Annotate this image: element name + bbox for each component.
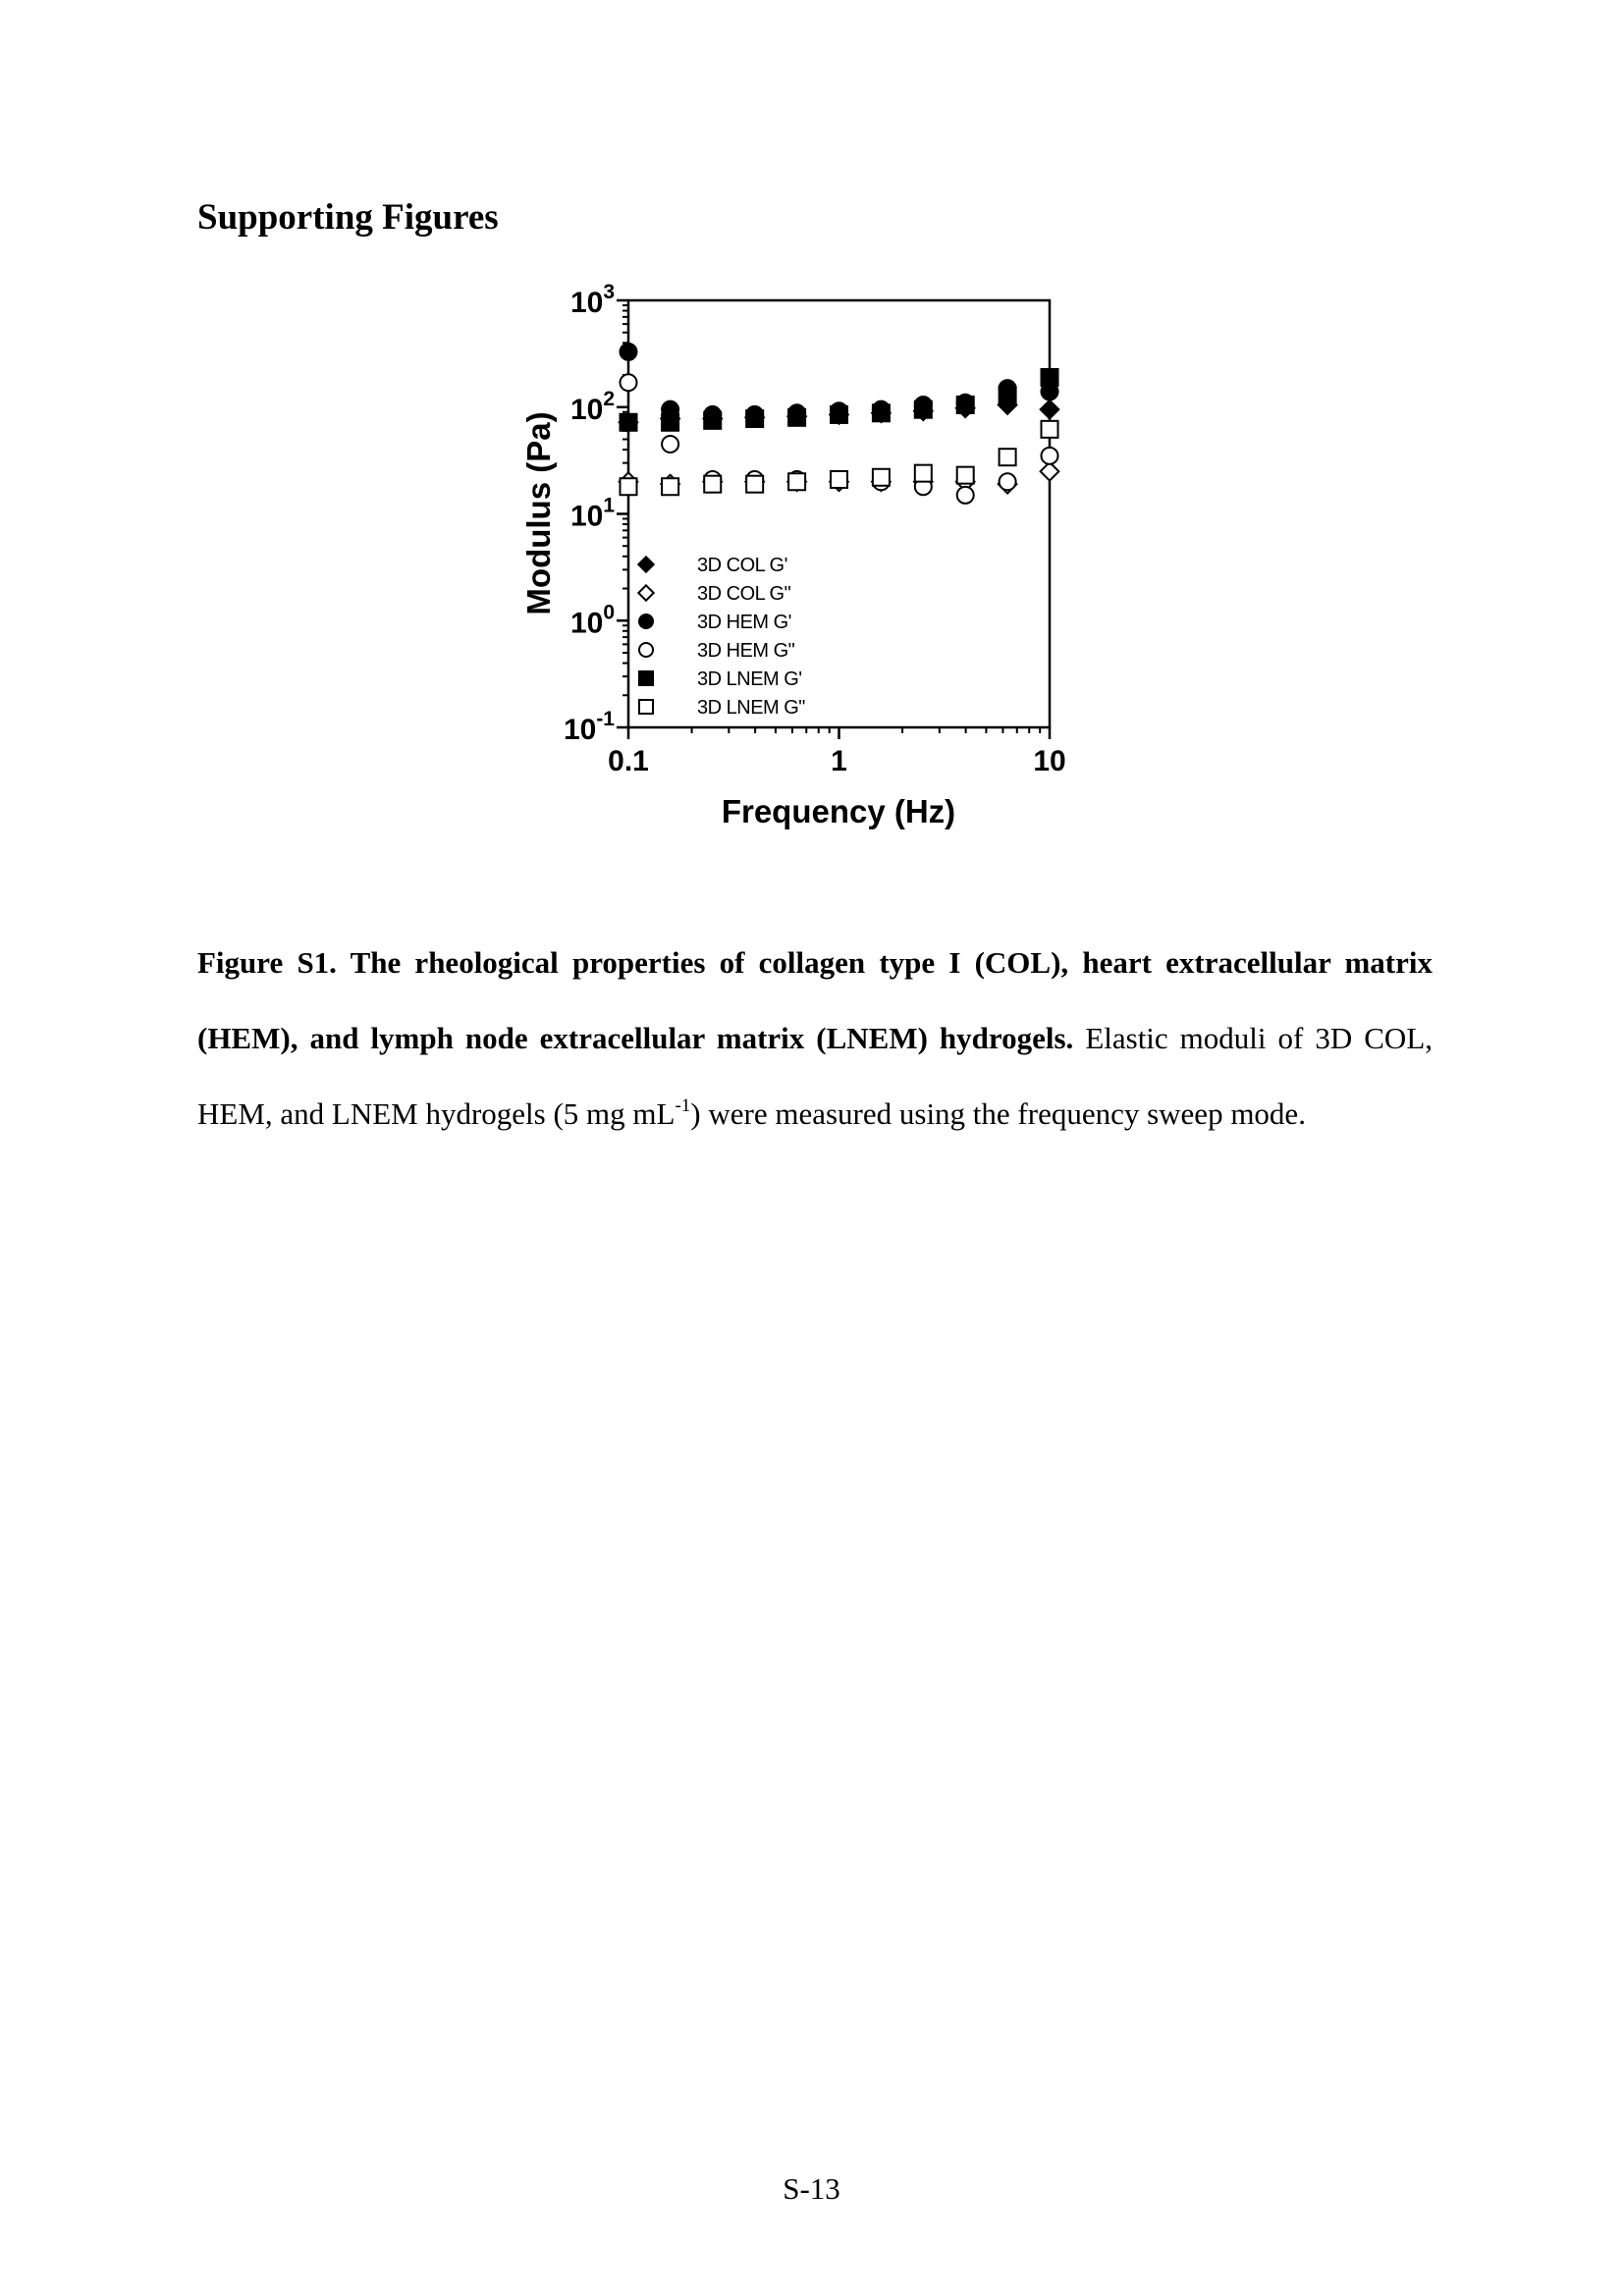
x-axis-label: Frequency (Hz) xyxy=(722,793,955,829)
point-3d-lnem-g-loss xyxy=(619,477,638,497)
data-points xyxy=(618,342,1060,505)
point-3d-lnem-g-loss xyxy=(830,469,848,489)
point-3d-lnem-g-loss xyxy=(703,474,723,494)
legend-label: 3D COL G' xyxy=(697,555,787,576)
y-tick-label: 101 xyxy=(570,495,615,533)
point-3d-col-g-loss xyxy=(1039,460,1060,482)
legend-label: 3D COL G" xyxy=(697,583,791,605)
legend-label: 3D LNEM G" xyxy=(697,697,805,719)
point-3d-lnem-g-loss xyxy=(998,448,1017,467)
plot-frame xyxy=(626,298,1052,729)
legend-marker xyxy=(638,699,654,715)
y-tick-label: 103 xyxy=(570,281,615,319)
x-tick-label: 1 xyxy=(831,745,847,777)
point-3d-lnem-g-storage xyxy=(871,403,891,423)
x-tick-label: 10 xyxy=(1033,745,1065,777)
point-3d-lnem-g-loss xyxy=(913,463,933,483)
point-3d-hem-g-loss xyxy=(619,373,638,393)
page-number: S-13 xyxy=(783,2171,840,2206)
y-tick-label: 10-1 xyxy=(564,708,615,746)
point-3d-lnem-g-loss xyxy=(871,467,891,487)
legend-marker xyxy=(638,670,654,686)
legend-label: 3D HEM G" xyxy=(697,640,795,662)
caption-title: Figure S1. The rheological properties of… xyxy=(197,945,1433,1055)
point-3d-lnem-g-storage xyxy=(661,412,680,432)
section-heading: Supporting Figures xyxy=(197,197,499,238)
y-axis-label: Modulus (Pa) xyxy=(520,411,557,614)
point-3d-col-g-storage xyxy=(1039,399,1060,420)
point-3d-hem-g-loss xyxy=(998,472,1017,492)
point-3d-lnem-g-loss xyxy=(661,477,680,497)
y-tick-label: 100 xyxy=(570,601,615,639)
legend: 3D COL G' 3D COL G" 3D HEM G' 3D HEM G" 3D L… xyxy=(636,555,806,719)
point-3d-lnem-g-storage xyxy=(745,408,765,428)
caption-body-end: ) were measured using the frequency swee… xyxy=(690,1096,1306,1131)
point-3d-lnem-g-storage xyxy=(955,395,975,414)
point-3d-hem-g-loss xyxy=(661,434,680,454)
y-axis-ticks: 103 102 101 100 10-1 xyxy=(564,281,628,746)
point-3d-lnem-g-storage xyxy=(913,400,933,419)
caption-superscript: -1 xyxy=(675,1095,691,1116)
figure-caption: Figure S1. The rheological properties of… xyxy=(197,925,1433,1151)
x-axis-ticks: 0.1 1 10 xyxy=(608,727,1066,777)
point-3d-lnem-g-storage xyxy=(619,412,638,432)
point-3d-lnem-g-storage xyxy=(998,385,1017,404)
point-3d-lnem-g-loss xyxy=(1040,419,1059,439)
caption-body: Elastic moduli of 3D COL, HEM, and LNEM … xyxy=(197,1021,1434,1131)
point-3d-lnem-g-storage xyxy=(1040,367,1059,387)
point-3d-lnem-g-storage xyxy=(787,407,807,427)
legend-marker xyxy=(636,583,656,603)
point-3d-hem-g-storage xyxy=(619,342,638,361)
legend-label: 3D LNEM G' xyxy=(697,668,802,690)
legend-marker xyxy=(638,614,654,629)
point-3d-hem-g-loss xyxy=(955,485,975,505)
legend-marker xyxy=(638,642,654,658)
legend-label: 3D HEM G' xyxy=(697,612,791,633)
point-3d-lnem-g-loss xyxy=(787,472,807,492)
point-3d-lnem-g-storage xyxy=(703,410,723,430)
point-3d-lnem-g-loss xyxy=(745,474,765,494)
y-tick-label: 102 xyxy=(570,388,615,426)
point-3d-lnem-g-loss xyxy=(955,465,975,485)
legend-marker xyxy=(636,555,656,574)
point-3d-hem-g-loss xyxy=(1040,446,1059,465)
point-3d-lnem-g-storage xyxy=(830,404,848,424)
x-tick-label: 0.1 xyxy=(608,745,649,777)
